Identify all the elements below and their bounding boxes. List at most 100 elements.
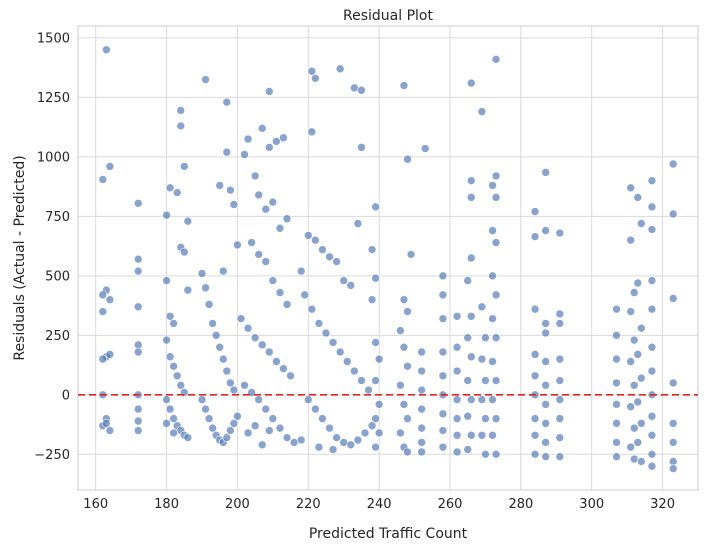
data-point — [133, 426, 143, 435]
data-point — [417, 366, 426, 376]
data-point — [229, 200, 239, 209]
data-point — [353, 435, 363, 445]
data-point — [162, 210, 171, 220]
data-point — [438, 442, 448, 452]
data-point — [172, 371, 182, 381]
data-point — [488, 395, 497, 404]
data-point — [169, 361, 178, 371]
x-tick-label: 220 — [296, 497, 321, 512]
data-point — [169, 428, 178, 438]
data-point — [176, 121, 186, 131]
data-point — [261, 404, 271, 414]
data-point — [215, 181, 225, 190]
data-point — [321, 328, 331, 338]
data-point — [226, 426, 235, 435]
data-point — [626, 442, 635, 452]
data-point — [466, 78, 476, 88]
data-point — [466, 430, 476, 440]
data-point — [555, 452, 565, 461]
data-point — [555, 395, 565, 404]
data-point — [265, 426, 274, 435]
data-point — [463, 445, 473, 454]
data-point — [396, 381, 405, 390]
data-point — [637, 419, 646, 428]
data-point — [374, 400, 384, 409]
data-point — [463, 376, 473, 385]
data-point — [183, 433, 193, 442]
data-point — [250, 333, 260, 343]
data-point — [629, 423, 639, 433]
data-point — [254, 395, 263, 404]
data-point — [541, 419, 550, 428]
data-point — [626, 402, 635, 412]
data-point — [162, 276, 171, 285]
data-point — [275, 223, 285, 233]
data-point — [629, 381, 639, 390]
data-point — [466, 176, 476, 185]
y-tick-labels: −250 0 250 500 750 1000 1250 1500 — [34, 31, 70, 462]
data-point — [647, 366, 657, 376]
data-point — [530, 430, 540, 440]
data-point — [98, 175, 108, 184]
data-point — [282, 214, 292, 224]
data-point — [261, 257, 271, 266]
data-point — [491, 333, 501, 343]
data-point — [268, 414, 278, 423]
data-point — [463, 333, 473, 343]
data-point — [626, 183, 635, 193]
data-point — [466, 193, 476, 202]
x-tick-label: 180 — [154, 497, 179, 512]
data-point — [477, 430, 487, 440]
x-tick-label: 160 — [83, 497, 108, 512]
data-point — [647, 461, 657, 471]
data-point — [403, 414, 412, 423]
data-point — [265, 87, 274, 96]
data-point — [541, 328, 550, 338]
data-point — [612, 452, 621, 461]
data-point — [105, 295, 115, 304]
data-point — [555, 433, 565, 442]
data-point — [183, 285, 193, 295]
data-point — [463, 411, 473, 421]
data-point — [406, 250, 416, 259]
data-point — [211, 331, 221, 340]
data-point — [133, 347, 143, 357]
data-point — [647, 202, 657, 212]
data-point — [399, 81, 409, 90]
data-point — [637, 323, 646, 333]
data-point — [303, 231, 313, 240]
data-point — [105, 350, 115, 359]
data-point — [438, 271, 448, 281]
data-point — [647, 176, 657, 185]
data-point — [257, 440, 267, 450]
data-point — [303, 395, 313, 404]
data-point — [491, 450, 501, 459]
data-point — [176, 381, 186, 390]
data-point — [438, 290, 448, 300]
data-point — [374, 354, 384, 364]
data-point — [488, 226, 497, 235]
data-point — [346, 281, 356, 290]
data-point — [215, 342, 225, 352]
data-point — [350, 83, 359, 93]
data-point — [339, 438, 349, 447]
data-point — [668, 294, 678, 303]
data-point — [133, 266, 143, 276]
data-point — [332, 257, 341, 266]
data-point — [647, 342, 657, 352]
data-point — [647, 411, 657, 421]
data-point — [371, 338, 380, 347]
data-point — [466, 352, 476, 362]
data-point — [98, 354, 108, 364]
data-point — [332, 433, 341, 442]
data-point — [629, 454, 639, 464]
data-point — [307, 304, 317, 314]
data-point — [222, 97, 232, 107]
data-point — [403, 361, 412, 371]
data-point — [530, 304, 540, 314]
data-point — [204, 300, 214, 309]
data-point — [530, 371, 540, 381]
x-tick-label: 260 — [438, 497, 463, 512]
data-point — [243, 323, 253, 333]
data-point — [98, 307, 108, 316]
